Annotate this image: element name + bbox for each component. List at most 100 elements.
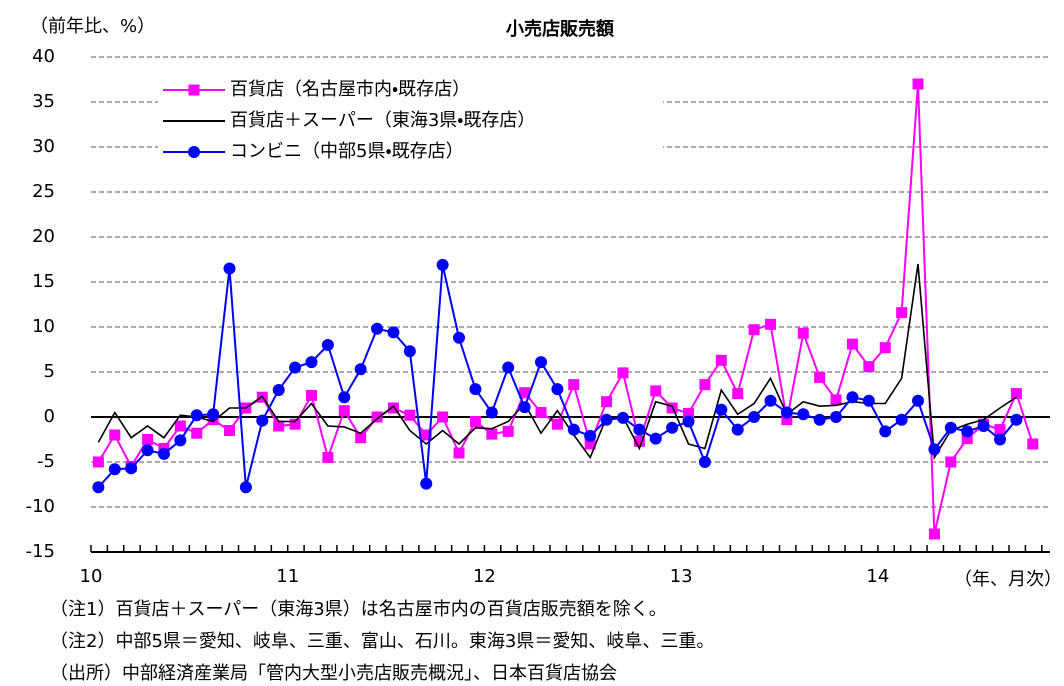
marker (256, 414, 269, 427)
marker (862, 394, 875, 407)
x-tick-label: 13 (670, 566, 693, 587)
marker (797, 408, 810, 421)
marker (584, 438, 596, 450)
chart-title: 小売店販売額 (506, 18, 615, 40)
x-tick-label: 12 (473, 566, 496, 587)
legend-label: コンビニ（中部5県・既存店） (230, 141, 464, 162)
marker (1010, 413, 1023, 426)
marker (896, 307, 908, 319)
marker (616, 411, 629, 424)
marker (830, 411, 843, 423)
marker (420, 477, 433, 490)
marker (732, 388, 744, 400)
marker (682, 415, 695, 428)
marker (977, 420, 990, 432)
marker (108, 463, 121, 476)
marker (666, 421, 679, 434)
marker (371, 411, 383, 423)
marker (92, 481, 105, 494)
marker (174, 420, 186, 432)
marker (142, 434, 154, 445)
marker (617, 367, 629, 379)
marker (633, 423, 646, 436)
note: （出所）中部経済産業局「管内大型小売店販売概況」、日本百貨店協会 (50, 663, 617, 684)
marker (469, 416, 481, 427)
marker (600, 413, 613, 426)
marker (698, 456, 711, 468)
marker (354, 363, 367, 376)
marker (830, 394, 842, 406)
marker (518, 401, 531, 414)
marker (649, 432, 662, 445)
marker (502, 361, 515, 374)
marker (141, 444, 154, 457)
marker (781, 414, 793, 426)
legend-box (158, 74, 663, 166)
marker (404, 409, 416, 421)
y-tick-label: 30 (32, 136, 55, 157)
marker (731, 423, 744, 436)
marker (338, 391, 351, 404)
marker (650, 385, 662, 397)
marker (994, 433, 1007, 446)
marker (305, 356, 318, 369)
y-tick-label: 15 (32, 271, 55, 292)
marker (453, 447, 465, 459)
marker (190, 409, 203, 422)
note: （注2）中部5県＝愛知、岐阜、三重、富山、石川。東海3県＝愛知、岐阜、三重。 (50, 631, 714, 652)
marker (994, 424, 1006, 436)
marker (863, 361, 875, 373)
legend-label: 百貨店（名古屋市内・既存店） (230, 79, 470, 100)
marker (944, 421, 957, 434)
note: （注1）百貨店＋スーパー（東海3県）は名古屋市内の百貨店販売額を除く。 (50, 599, 667, 620)
y-tick-label: -10 (26, 496, 55, 517)
x-axis-label: （年、月次） (954, 569, 1062, 590)
marker (633, 435, 645, 447)
legend-label: 百貨店＋スーパー（東海3県・既存店） (230, 110, 535, 131)
marker (535, 407, 547, 418)
marker (207, 408, 220, 421)
marker (1010, 388, 1022, 400)
marker (912, 394, 925, 407)
marker (715, 354, 727, 366)
marker (109, 429, 121, 441)
marker (125, 462, 138, 475)
marker (239, 481, 252, 494)
marker (191, 427, 203, 439)
marker (289, 361, 302, 374)
marker (1027, 438, 1039, 450)
marker (485, 406, 498, 419)
marker (157, 447, 170, 460)
marker (683, 407, 695, 419)
marker (764, 318, 776, 330)
marker (879, 425, 892, 438)
marker (879, 342, 891, 354)
marker (355, 432, 367, 444)
marker (961, 425, 974, 438)
marker (453, 331, 466, 344)
marker (519, 387, 531, 399)
marker (223, 262, 236, 275)
marker (780, 406, 793, 419)
marker (420, 429, 432, 441)
y-tick-label: 20 (32, 226, 55, 247)
legend-marker (188, 146, 200, 158)
y-tick-label: 40 (32, 46, 55, 67)
marker (469, 383, 482, 396)
marker (403, 345, 416, 358)
marker (813, 413, 826, 426)
marker (92, 456, 104, 468)
y-tick-label: 35 (32, 91, 55, 112)
marker (928, 443, 941, 456)
marker (797, 327, 809, 339)
marker (534, 356, 547, 369)
marker (748, 411, 761, 423)
marker (174, 434, 187, 447)
marker (699, 379, 711, 391)
marker (387, 326, 400, 339)
marker (568, 379, 580, 391)
marker (322, 452, 334, 463)
y-axis-label: （前年比、%） (30, 16, 155, 37)
x-tick-label: 14 (866, 566, 889, 587)
